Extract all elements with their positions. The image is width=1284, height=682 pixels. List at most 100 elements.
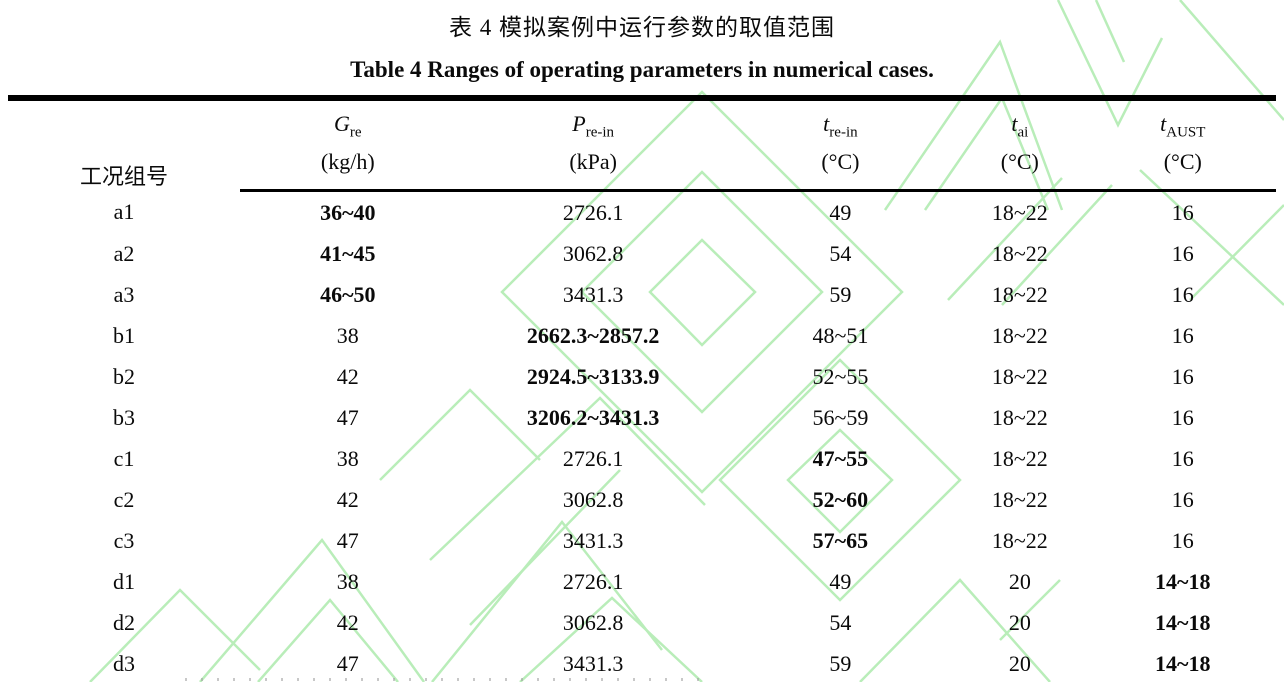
table-header: 工况组号 Gre Pre-in tre-in tai tAUST (kg/h) … bbox=[8, 94, 1276, 193]
symbol-subscript: ai bbox=[1017, 124, 1029, 141]
column-unit-tai: (°C) bbox=[950, 141, 1090, 193]
value-cell: 2726.1 bbox=[562, 445, 624, 471]
value-cell: 3206.2~3431.3 bbox=[526, 404, 660, 430]
value-cell: 14~18 bbox=[1155, 568, 1211, 594]
value-cell: 18~22 bbox=[991, 199, 1048, 225]
case-id-cell: a3 bbox=[113, 281, 135, 307]
column-unit-gre: (kg/h) bbox=[240, 141, 456, 193]
value-cell: 16 bbox=[1171, 240, 1194, 266]
case-id-cell: c3 bbox=[113, 527, 135, 553]
value-cell: 16 bbox=[1171, 322, 1194, 348]
value-cell: 18~22 bbox=[991, 240, 1048, 266]
value-cell: 2726.1 bbox=[562, 199, 624, 225]
value-cell: 42 bbox=[336, 363, 359, 389]
value-cell: 38 bbox=[336, 322, 359, 348]
column-header-taust-symbol: tAUST bbox=[1089, 94, 1276, 142]
case-id-cell: d3 bbox=[113, 650, 136, 676]
value-cell: 47 bbox=[336, 404, 359, 430]
value-cell: 3431.3 bbox=[562, 527, 624, 553]
value-cell: 3062.8 bbox=[562, 486, 624, 512]
case-id-cell: a1 bbox=[113, 199, 135, 225]
value-cell: 20 bbox=[1008, 650, 1031, 676]
column-header-tai-symbol: tai bbox=[950, 94, 1090, 142]
value-cell: 3062.8 bbox=[562, 240, 624, 266]
value-cell: 16 bbox=[1171, 404, 1194, 430]
value-cell: 54 bbox=[829, 609, 852, 635]
value-cell: 14~18 bbox=[1155, 650, 1211, 676]
value-cell: 48~51 bbox=[812, 322, 869, 348]
value-cell: 56~59 bbox=[812, 404, 869, 430]
value-cell: 52~60 bbox=[812, 486, 869, 512]
case-id-cell: a2 bbox=[113, 240, 135, 266]
value-cell: 52~55 bbox=[812, 363, 869, 389]
column-unit-trein: (°C) bbox=[730, 141, 951, 193]
value-cell: 20 bbox=[1008, 609, 1031, 635]
value-cell: 42 bbox=[336, 486, 359, 512]
column-header-prein-symbol: Pre-in bbox=[455, 94, 731, 142]
value-cell: 18~22 bbox=[991, 445, 1048, 471]
value-cell: 18~22 bbox=[991, 363, 1048, 389]
case-id-cell: b2 bbox=[113, 363, 136, 389]
value-cell: 46~50 bbox=[320, 281, 376, 307]
table-title-zh: 表 4 模拟案例中运行参数的取值范围 bbox=[449, 15, 835, 40]
value-cell: 14~18 bbox=[1155, 609, 1211, 635]
value-cell: 49 bbox=[829, 199, 852, 225]
value-cell: 3431.3 bbox=[562, 650, 624, 676]
value-cell: 16 bbox=[1171, 363, 1194, 389]
table-row: b3 47 3206.2~3431.3 56~59 18~22 16 bbox=[8, 397, 1276, 438]
case-id-cell: c2 bbox=[113, 486, 135, 512]
value-cell: 16 bbox=[1171, 199, 1194, 225]
value-cell: 59 bbox=[829, 281, 852, 307]
value-cell: 20 bbox=[1008, 568, 1031, 594]
symbol-subscript: re bbox=[349, 124, 362, 141]
table-captions: 表 4 模拟案例中运行参数的取值范围 Table 4 Ranges of ope… bbox=[0, 0, 1284, 83]
value-cell: 38 bbox=[336, 445, 359, 471]
column-header-gre-symbol: Gre bbox=[240, 94, 456, 142]
symbol-subscript: re-in bbox=[829, 124, 858, 141]
symbol-base: t bbox=[1160, 111, 1167, 136]
value-cell: 42 bbox=[336, 609, 359, 635]
value-cell: 49 bbox=[829, 568, 852, 594]
value-cell: 2924.5~3133.9 bbox=[526, 363, 660, 389]
value-cell: 16 bbox=[1171, 281, 1194, 307]
table-row: b1 38 2662.3~2857.2 48~51 18~22 16 bbox=[8, 315, 1276, 356]
symbol-base: P bbox=[572, 111, 586, 136]
value-cell: 47~55 bbox=[812, 445, 869, 471]
table-row: d2 42 3062.8 54 20 14~18 bbox=[8, 602, 1276, 643]
value-cell: 18~22 bbox=[991, 527, 1048, 553]
case-id-cell: b1 bbox=[113, 322, 136, 348]
case-id-cell: d1 bbox=[113, 568, 136, 594]
table-row: c2 42 3062.8 52~60 18~22 16 bbox=[8, 479, 1276, 520]
value-cell: 18~22 bbox=[991, 281, 1048, 307]
value-cell: 57~65 bbox=[812, 527, 869, 553]
value-cell: 16 bbox=[1171, 445, 1194, 471]
table-row: d1 38 2726.1 49 20 14~18 bbox=[8, 561, 1276, 602]
value-cell: 38 bbox=[336, 568, 359, 594]
table-row: d3 47 3431.3 59 20 14~18 bbox=[8, 643, 1276, 682]
symbol-subscript: re-in bbox=[585, 124, 615, 141]
value-cell: 47 bbox=[336, 650, 359, 676]
value-cell: 59 bbox=[829, 650, 852, 676]
value-cell: 18~22 bbox=[991, 486, 1048, 512]
column-header-trein-symbol: tre-in bbox=[730, 94, 951, 142]
table-row: a3 46~50 3431.3 59 18~22 16 bbox=[8, 274, 1276, 315]
value-cell: 2726.1 bbox=[562, 568, 624, 594]
value-cell: 16 bbox=[1171, 486, 1194, 512]
parameters-table: 工况组号 Gre Pre-in tre-in tai tAUST (kg/h) … bbox=[8, 94, 1276, 682]
value-cell: 3431.3 bbox=[562, 281, 624, 307]
case-id-cell: c1 bbox=[113, 445, 135, 471]
value-cell: 36~40 bbox=[320, 199, 376, 225]
table-title-en: Table 4 Ranges of operating parameters i… bbox=[350, 57, 934, 82]
value-cell: 47 bbox=[336, 527, 359, 553]
column-unit-prein: (kPa) bbox=[455, 141, 731, 193]
table-row: b2 42 2924.5~3133.9 52~55 18~22 16 bbox=[8, 356, 1276, 397]
column-header-case-group: 工况组号 bbox=[8, 95, 241, 191]
value-cell: 18~22 bbox=[991, 404, 1048, 430]
symbol-subscript: AUST bbox=[1166, 124, 1206, 141]
symbol-base: G bbox=[334, 111, 350, 136]
value-cell: 16 bbox=[1171, 527, 1194, 553]
case-id-cell: d2 bbox=[113, 609, 136, 635]
value-cell: 2662.3~2857.2 bbox=[526, 322, 660, 348]
table-body: a1 36~40 2726.1 49 18~22 16 a2 41~45 3062.8 54 18~… bbox=[8, 191, 1276, 682]
